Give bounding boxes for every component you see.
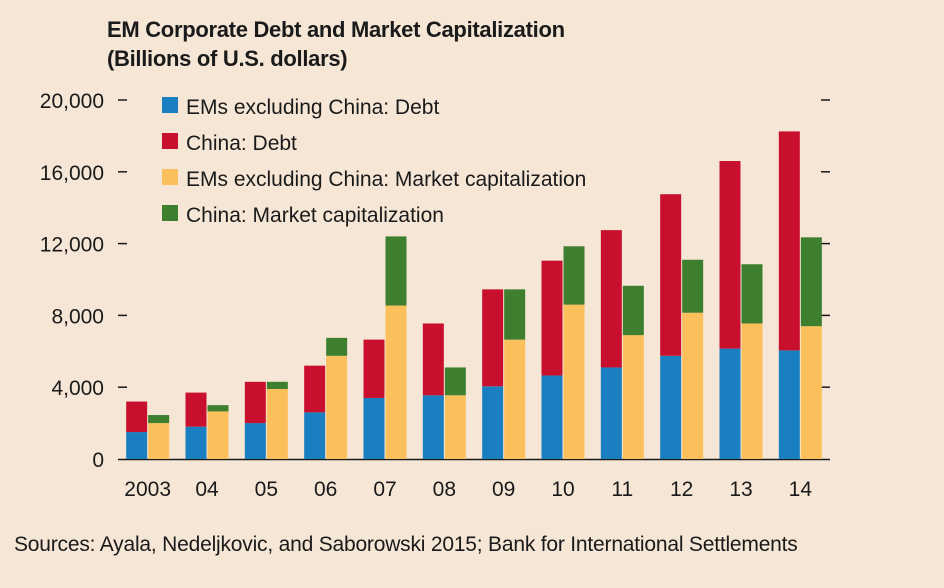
bar-china-market-capitalization-05 <box>266 381 288 389</box>
bar-ems-excluding-china-debt-2003 <box>126 432 148 459</box>
bar-china-market-capitalization-12 <box>682 259 704 313</box>
bar-ems-excluding-china-debt-14 <box>778 350 800 459</box>
bar-ems-excluding-china-market-capitalization-05 <box>266 388 288 459</box>
x-tick-label: 08 <box>433 478 456 501</box>
legend-label: China: Debt <box>186 132 297 155</box>
x-tick-label: 12 <box>670 478 693 501</box>
chart-subtitle: (Billions of U.S. dollars) <box>107 46 348 71</box>
source-note: Sources: Ayala, Nedeljkovic, and Saborow… <box>14 533 798 556</box>
bar-ems-excluding-china-market-capitalization-04 <box>207 411 229 459</box>
y-tick-label: 16,000 <box>40 162 104 185</box>
bar-ems-excluding-china-market-capitalization-07 <box>385 305 407 459</box>
bar-ems-excluding-china-debt-06 <box>304 412 326 459</box>
bar-china-debt-12 <box>660 194 682 356</box>
bar-china-debt-09 <box>482 289 504 387</box>
bar-ems-excluding-china-debt-13 <box>719 348 741 459</box>
bar-china-market-capitalization-07 <box>385 236 407 306</box>
bar-china-debt-10 <box>541 260 563 376</box>
bar-ems-excluding-china-market-capitalization-10 <box>563 304 585 459</box>
bar-china-debt-13 <box>719 161 741 349</box>
legend-label: EMs excluding China: Market capitalizati… <box>186 168 586 191</box>
bar-china-debt-14 <box>778 131 800 351</box>
bar-ems-excluding-china-debt-04 <box>185 426 207 459</box>
x-tick-label: 13 <box>729 478 752 501</box>
bar-ems-excluding-china-market-capitalization-14 <box>800 326 822 459</box>
chart-title-block: EM Corporate Debt and Market Capitalizat… <box>107 15 565 73</box>
bar-china-debt-07 <box>363 339 385 398</box>
bar-china-market-capitalization-04 <box>207 405 229 412</box>
x-tick-label: 10 <box>551 478 574 501</box>
bar-ems-excluding-china-debt-05 <box>244 423 266 459</box>
x-tick-label: 09 <box>492 478 515 501</box>
x-tick-label: 14 <box>789 478 813 501</box>
legend-swatch <box>162 205 178 221</box>
bar-ems-excluding-china-market-capitalization-12 <box>682 312 704 459</box>
bar-ems-excluding-china-debt-09 <box>482 386 504 459</box>
bar-china-debt-06 <box>304 365 326 413</box>
y-tick-label: 12,000 <box>40 234 104 257</box>
bar-ems-excluding-china-market-capitalization-13 <box>741 323 763 459</box>
x-tick-label: 06 <box>314 478 337 501</box>
bar-ems-excluding-china-debt-07 <box>363 397 385 459</box>
legend-swatch <box>162 133 178 149</box>
x-tick-label: 07 <box>373 478 396 501</box>
legend-label: China: Market capitalization <box>186 204 444 227</box>
bar-china-debt-04 <box>185 392 207 427</box>
bar-ems-excluding-china-market-capitalization-09 <box>504 339 526 459</box>
bar-ems-excluding-china-debt-11 <box>600 367 622 459</box>
y-tick-label: 8,000 <box>51 305 104 328</box>
bar-ems-excluding-china-market-capitalization-06 <box>326 355 348 459</box>
bar-ems-excluding-china-debt-08 <box>422 395 444 459</box>
bar-ems-excluding-china-market-capitalization-08 <box>444 395 466 459</box>
x-tick-label: 2003 <box>124 478 171 501</box>
x-tick-label: 05 <box>255 478 278 501</box>
y-tick-label: 20,000 <box>40 90 104 113</box>
bar-china-market-capitalization-06 <box>326 337 348 356</box>
chart-title: EM Corporate Debt and Market Capitalizat… <box>107 17 565 42</box>
bar-china-market-capitalization-08 <box>444 367 466 396</box>
y-tick-label: 4,000 <box>51 377 104 400</box>
bar-china-market-capitalization-14 <box>800 237 822 327</box>
bar-ems-excluding-china-market-capitalization-11 <box>622 335 644 459</box>
bar-china-debt-05 <box>244 381 266 424</box>
x-tick-label: 04 <box>195 478 219 501</box>
x-tick-label: 11 <box>611 478 633 501</box>
y-tick-label: 0 <box>92 449 104 472</box>
bar-ems-excluding-china-debt-12 <box>660 355 682 459</box>
bar-china-market-capitalization-13 <box>741 264 763 324</box>
legend-swatch <box>162 97 178 113</box>
legend-label: EMs excluding China: Debt <box>186 96 439 119</box>
bar-china-debt-11 <box>600 230 622 368</box>
bar-china-debt-08 <box>422 323 444 396</box>
bar-ems-excluding-china-debt-10 <box>541 375 563 459</box>
bar-china-market-capitalization-09 <box>504 289 526 340</box>
legend-swatch <box>162 169 178 185</box>
bar-china-market-capitalization-11 <box>622 285 644 336</box>
bar-china-debt-2003 <box>126 401 148 433</box>
bar-china-market-capitalization-10 <box>563 246 585 305</box>
bar-china-market-capitalization-2003 <box>148 415 170 424</box>
bar-ems-excluding-china-market-capitalization-2003 <box>148 423 170 459</box>
